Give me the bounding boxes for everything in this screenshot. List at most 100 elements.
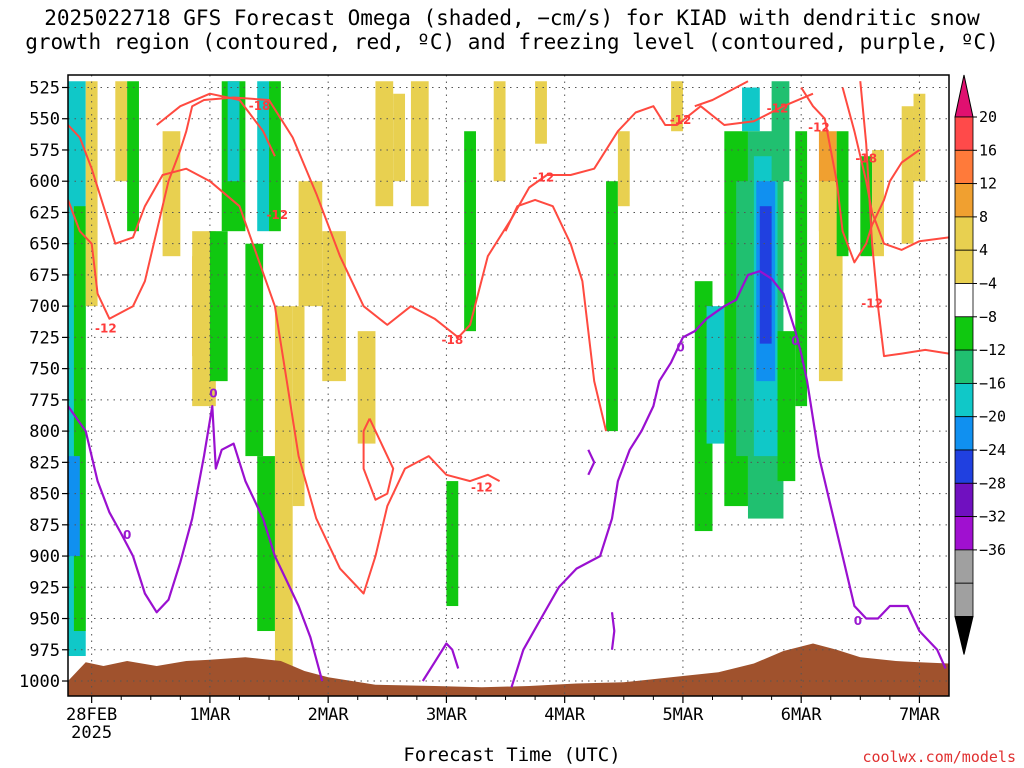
omega-cell (836, 131, 849, 257)
colorbar-label: −16 (979, 374, 1006, 392)
colorbar-label: −32 (979, 508, 1006, 526)
y-tick-label: 700 (29, 297, 60, 317)
omega-cell (742, 87, 760, 132)
y-tick-label: 1000 (19, 672, 60, 692)
colorbar-segment (954, 582, 974, 617)
y-tick-label: 950 (29, 610, 60, 630)
plot-frame (67, 74, 950, 697)
y-tick-label: 925 (29, 578, 60, 598)
omega-cell (257, 456, 275, 632)
red-contour-label: -12 (861, 297, 883, 311)
red-contour-label: -12 (670, 113, 692, 127)
x-tick-label: 3MAR (426, 705, 468, 725)
red-contour (841, 87, 949, 251)
omega-cell (913, 93, 926, 182)
red-contour-label: -12 (533, 170, 555, 184)
colorbar-top-arrow (954, 74, 974, 118)
x-tick-label: 6MAR (781, 705, 823, 725)
colorbar-label: 16 (979, 141, 997, 159)
y-tick-label: 750 (29, 360, 60, 380)
y-tick-label: 725 (29, 328, 60, 348)
omega-cell (493, 81, 506, 182)
colorbar-segment (954, 382, 974, 418)
x-tick-label: 28FEB (66, 705, 117, 725)
y-tick-label: 525 (29, 78, 60, 98)
purple-contour-label: 0 (854, 614, 862, 628)
omega-cell (860, 156, 873, 257)
colorbar-label: −8 (979, 308, 997, 326)
x-tick-label: 2MAR (308, 705, 350, 725)
omega-cell (901, 106, 914, 244)
y-tick-label: 900 (29, 547, 60, 567)
red-contour-label: -18 (249, 99, 271, 113)
omega-cell (73, 206, 86, 632)
colorbar-segment (954, 116, 974, 151)
red-contour-label: -12 (95, 322, 117, 336)
colorbar-segment (954, 149, 974, 185)
omega-cell (115, 81, 128, 182)
red-contour (504, 198, 608, 432)
chart-title: 2025022718 GFS Forecast Omega (shaded, −… (0, 6, 1024, 54)
colorbar-label: 12 (979, 175, 997, 193)
omega-cell (777, 331, 796, 482)
red-contour (362, 418, 395, 501)
colorbar-label: −36 (979, 541, 1006, 559)
colorbar-label: 8 (979, 208, 988, 226)
y-tick-label: 800 (29, 422, 60, 442)
contour-labels: -12 -18 -12 -18 -12 -12 -12 -12 -12 -18 -12 0 0 0 0 0 (95, 99, 883, 628)
omega-cell (410, 81, 429, 207)
omega-cell (127, 81, 139, 232)
y-tick-label: 975 (29, 641, 60, 661)
omega-cell (245, 243, 264, 457)
colorbar-segment (954, 283, 974, 318)
red-contour-label: -12 (767, 102, 789, 116)
omega-cell (771, 81, 790, 182)
y-tick-label: 675 (29, 266, 60, 286)
y-axis: 525 550 575 600 625 650 675 700 725 750 775 800 825 8… (19, 78, 68, 692)
x-year-label: 2025 (71, 723, 112, 743)
purple-contour (610, 612, 616, 650)
purple-contour-label: 0 (123, 528, 131, 542)
purple-contour-label: 0 (676, 340, 684, 354)
colorbar-label: −20 (979, 408, 1006, 426)
omega-cell (671, 81, 683, 132)
red-contour-label: -12 (808, 120, 830, 134)
omega-cell (872, 149, 884, 257)
red-contour-label: -18 (441, 333, 463, 347)
colorbar-label: 20 (979, 108, 997, 126)
omega-cell (446, 481, 459, 607)
purple-contour (68, 405, 324, 682)
colorbar-segment (954, 549, 974, 584)
x-axis: 28FEB 1MAR 2MAR 3MAR 4MAR 5MAR 6MAR 7MAR 2025 (66, 696, 941, 743)
red-contour (68, 124, 501, 595)
omega-cell (535, 81, 547, 144)
y-tick-label: 650 (29, 235, 60, 255)
y-tick-label: 875 (29, 516, 60, 536)
colorbar-segment (954, 316, 974, 351)
red-contour (694, 80, 749, 108)
purple-contour-label: 0 (791, 334, 799, 348)
colorbar-label: −28 (979, 474, 1006, 492)
colorbar-segment (954, 516, 974, 551)
omega-cell (464, 131, 476, 332)
x-tick-label: 4MAR (544, 705, 586, 725)
title-line-1: 2025022718 GFS Forecast Omega (shaded, −… (44, 6, 980, 30)
omega-cell (68, 456, 80, 557)
title-line-2: growth region (contoured, red, ºC) and f… (25, 30, 999, 54)
y-tick-label: 775 (29, 391, 60, 411)
contour-lines (68, 80, 949, 688)
omega-cell (617, 131, 630, 207)
colorbar: 20 16 12 8 4 −4 −8 −12 −16 −20 −24 −28 −32 −36 (954, 74, 1006, 655)
omega-cell (795, 131, 808, 407)
red-contour-label: -18 (855, 152, 877, 166)
red-contour (800, 86, 920, 264)
colorbar-label: 4 (979, 241, 988, 259)
colorbar-segment (954, 416, 974, 451)
omega-cell (85, 81, 98, 307)
y-tick-label: 850 (29, 485, 60, 505)
colorbar-label: −12 (979, 341, 1006, 359)
purple-contour (421, 642, 460, 682)
colorbar-segment (954, 183, 974, 218)
x-tick-label: 7MAR (899, 705, 941, 725)
